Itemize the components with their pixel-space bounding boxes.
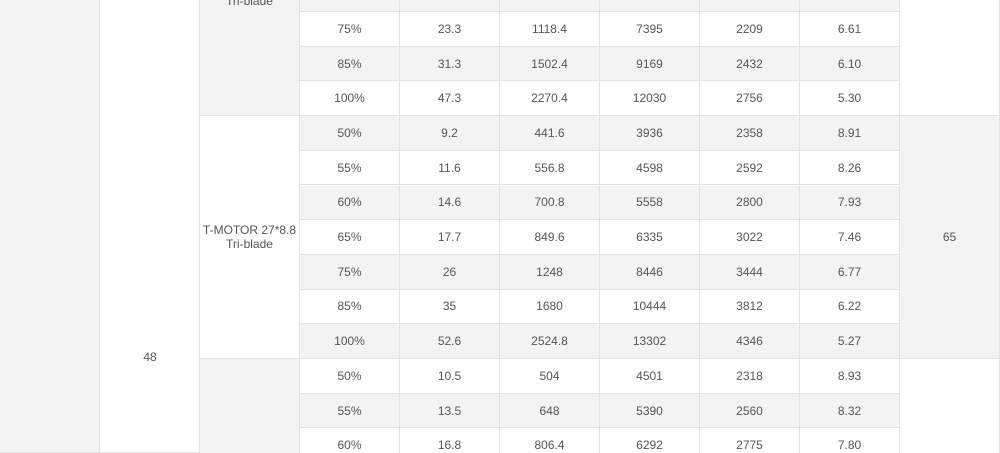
cell: 60% — [300, 185, 400, 221]
cell: 4501 — [600, 359, 700, 394]
cell: 5390 — [600, 393, 700, 429]
cell: 1680 — [500, 289, 600, 325]
cell: 7395 — [600, 12, 700, 47]
cell: 441.6 — [500, 116, 600, 151]
cell: 55% — [300, 393, 400, 429]
cell: 10444 — [600, 289, 700, 325]
cell: 2524.8 — [500, 324, 600, 359]
cell: 2318 — [700, 359, 800, 394]
cell: 60% — [300, 428, 400, 453]
cell — [400, 0, 500, 12]
cell: 2592 — [700, 150, 800, 186]
cell: 100% — [300, 81, 400, 117]
cell: 2270.4 — [500, 81, 600, 117]
cell: 75% — [300, 12, 400, 47]
cell: 2756 — [700, 81, 800, 117]
cell: 50% — [300, 359, 400, 394]
cell: 1118.4 — [500, 12, 600, 47]
voltage-cell — [100, 0, 200, 453]
cell: 12030 — [600, 81, 700, 117]
cell: 2432 — [700, 46, 800, 82]
cell: 5.27 — [800, 324, 900, 359]
cell — [300, 0, 400, 12]
cell: 50% — [300, 116, 400, 151]
prop-line: T-MOTOR 27*8.8 — [202, 223, 297, 238]
cell: 2358 — [700, 116, 800, 151]
cell: 23.3 — [400, 12, 500, 47]
cell: 26 — [400, 254, 500, 290]
side-column — [0, 0, 100, 453]
cell: 1248 — [500, 254, 600, 290]
cell: 806.4 — [500, 428, 600, 453]
cell: 17.7 — [400, 220, 500, 255]
cell: 6335 — [600, 220, 700, 255]
cell: 7.80 — [800, 428, 900, 453]
cell: 6.10 — [800, 46, 900, 82]
cell: 75% — [300, 254, 400, 290]
cell: 3022 — [700, 220, 800, 255]
cell: 2560 — [700, 393, 800, 429]
cell: 85% — [300, 46, 400, 82]
cell: 1502.4 — [500, 46, 600, 82]
cell: 14.6 — [400, 185, 500, 221]
cell: 5558 — [600, 185, 700, 221]
cell: 65% — [300, 220, 400, 255]
cell: 849.6 — [500, 220, 600, 255]
cell: 9169 — [600, 46, 700, 82]
cell: 11.6 — [400, 150, 500, 186]
cell: 85% — [300, 289, 400, 325]
prop-line: Tri-blade — [226, 237, 273, 252]
cell: 556.8 — [500, 150, 600, 186]
cell: 31.3 — [400, 46, 500, 82]
prop-cell — [200, 359, 300, 453]
cell — [500, 0, 600, 12]
cell: 8.91 — [800, 116, 900, 151]
cell: 6.77 — [800, 254, 900, 290]
temp-cell — [900, 0, 1000, 117]
cell: 100% — [300, 324, 400, 359]
cell: 47.3 — [400, 81, 500, 117]
prop-line: Tri-blade — [226, 0, 273, 8]
cell — [600, 0, 700, 12]
cell: 8.26 — [800, 150, 900, 186]
cell: 2209 — [700, 12, 800, 47]
cell: 3936 — [600, 116, 700, 151]
cell: 16.8 — [400, 428, 500, 453]
voltage: 48 — [143, 350, 157, 364]
cell: 9.2 — [400, 116, 500, 151]
cell: 6.61 — [800, 12, 900, 47]
cell: 10.5 — [400, 359, 500, 394]
cell: 35 — [400, 289, 500, 325]
cell: 8.93 — [800, 359, 900, 394]
cell: 504 — [500, 359, 600, 394]
cell: 8.32 — [800, 393, 900, 429]
prop-cell: Tri-blade — [200, 0, 300, 117]
cell: 6292 — [600, 428, 700, 453]
cell: 700.8 — [500, 185, 600, 221]
cell: 3812 — [700, 289, 800, 325]
temp-cell: 65 — [900, 116, 1000, 359]
cell: 3444 — [700, 254, 800, 290]
prop-name: Tri-blade — [226, 0, 273, 8]
cell: 4346 — [700, 324, 800, 359]
prop-name: T-MOTOR 27*8.8 Tri-blade — [203, 223, 296, 251]
cell: 5.30 — [800, 81, 900, 117]
cell: 7.93 — [800, 185, 900, 221]
cell — [800, 0, 900, 12]
cell: 7.46 — [800, 220, 900, 255]
cell: 8446 — [600, 254, 700, 290]
temp-cell — [900, 359, 1000, 453]
cell: 4598 — [600, 150, 700, 186]
cell: 13302 — [600, 324, 700, 359]
cell: 55% — [300, 150, 400, 186]
cell — [700, 0, 800, 12]
cell: 2775 — [700, 428, 800, 453]
cell: 6.22 — [800, 289, 900, 325]
cell: 648 — [500, 393, 600, 429]
cell: 13.5 — [400, 393, 500, 429]
prop-cell: T-MOTOR 27*8.8 Tri-blade — [200, 116, 300, 359]
cell: 52.6 — [400, 324, 500, 359]
cell: 2800 — [700, 185, 800, 221]
